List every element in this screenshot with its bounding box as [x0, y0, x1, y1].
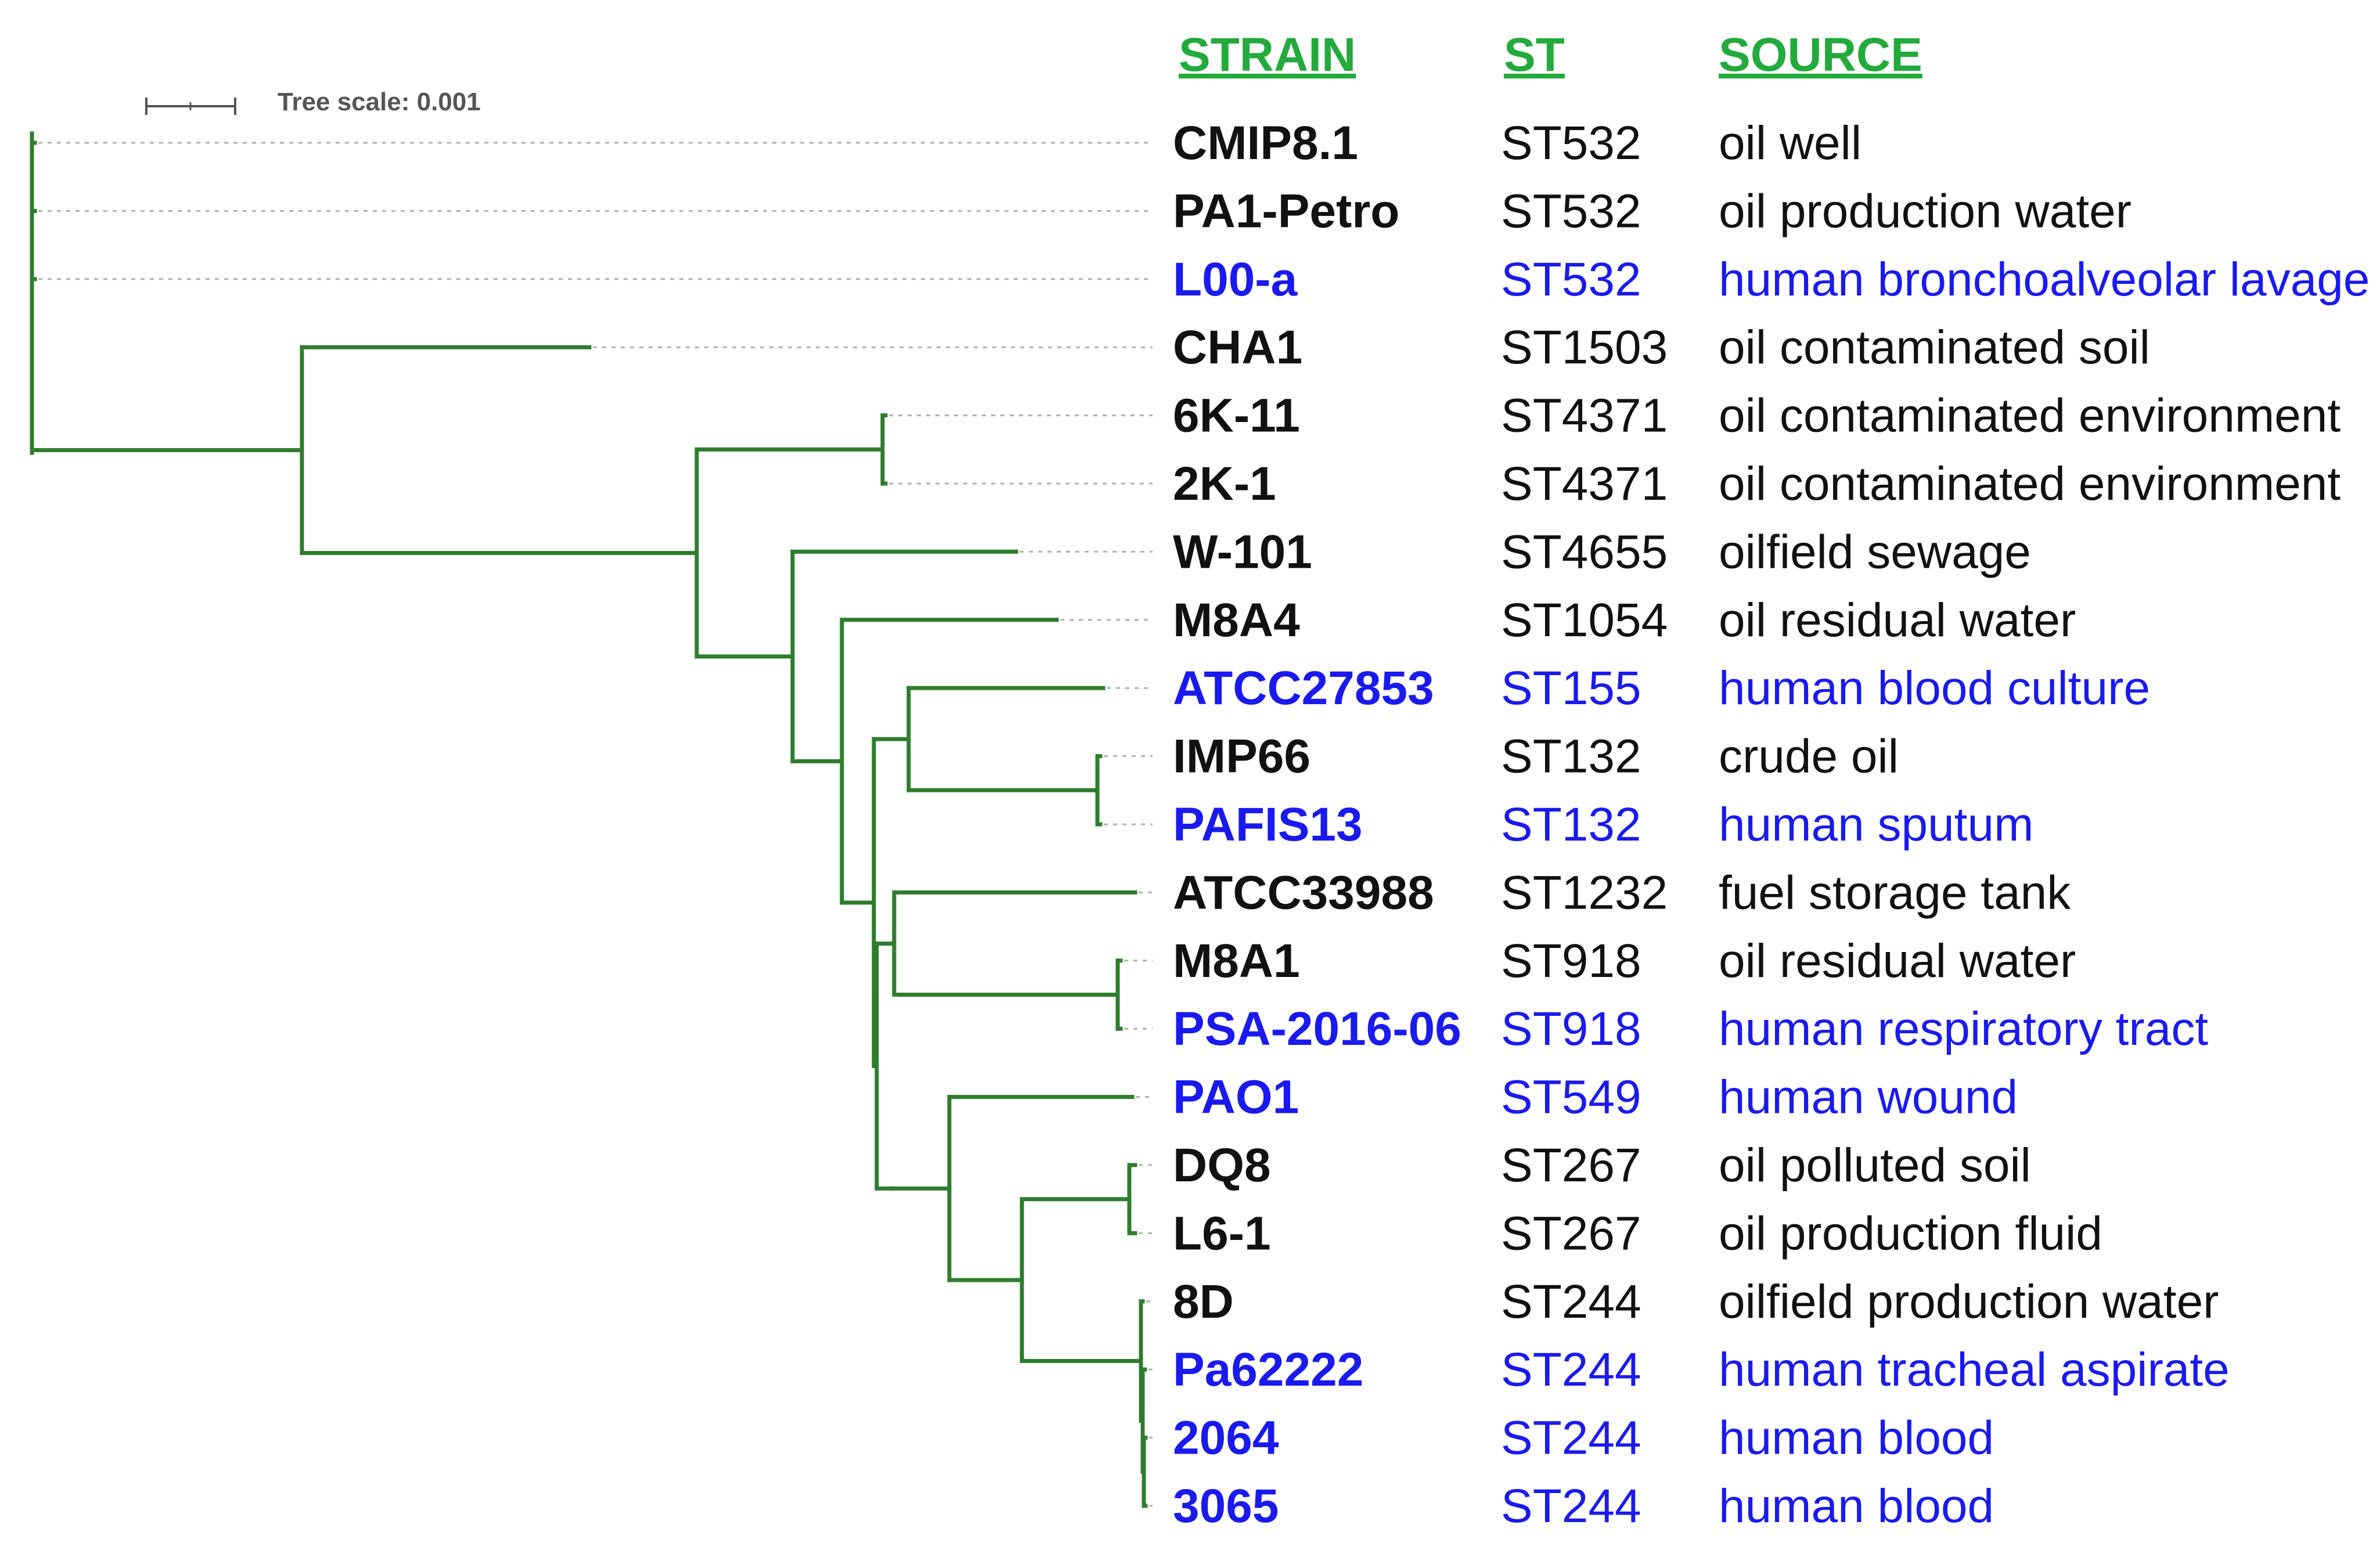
table-row: ATCC27853 ST155 human blood culture: [1173, 662, 2150, 715]
sequence-type: ST549: [1501, 1071, 1641, 1124]
table-row: Pa62222 ST244 human tracheal aspirate: [1173, 1343, 2230, 1396]
table-row: 6K-11 ST4371 oil contaminated environment: [1173, 390, 2341, 442]
sequence-type: ST267: [1501, 1207, 1641, 1260]
sequence-type: ST267: [1501, 1139, 1641, 1192]
sequence-type: ST1503: [1501, 321, 1668, 374]
strain-name: L6-1: [1173, 1207, 1271, 1260]
strain-name: M8A1: [1173, 935, 1300, 987]
isolation-source: oilfield production water: [1719, 1275, 2219, 1328]
table-row: ATCC33988 ST1232 fuel storage tank: [1173, 866, 2071, 919]
strain-name: W-101: [1173, 525, 1312, 578]
strain-name: PAO1: [1173, 1071, 1299, 1124]
sequence-type: ST132: [1501, 730, 1641, 783]
sequence-type: ST155: [1501, 662, 1641, 715]
table-row: 2K-1 ST4371 oil contaminated environment: [1173, 457, 2341, 510]
strain-name: ATCC27853: [1173, 662, 1434, 715]
strain-table: CMIP8.1 ST532 oil well PA1-Petro ST532 oil pr…: [1173, 117, 2370, 1533]
table-row: L6-1 ST267 oil production fluid: [1173, 1207, 2102, 1260]
isolation-source: oil contaminated environment: [1719, 457, 2341, 510]
sequence-type: ST532: [1501, 185, 1641, 237]
table-row: PAO1 ST549 human wound: [1173, 1071, 2018, 1124]
sequence-type: ST918: [1501, 935, 1641, 987]
isolation-source: human blood: [1719, 1412, 1994, 1465]
header-st: ST: [1504, 28, 1565, 81]
sequence-type: ST244: [1501, 1480, 1641, 1533]
strain-name: M8A4: [1173, 594, 1300, 647]
strain-name: 3065: [1173, 1480, 1279, 1533]
isolation-source: crude oil: [1719, 730, 1899, 783]
table-row: 2064 ST244 human blood: [1173, 1412, 1994, 1465]
sequence-type: ST4371: [1501, 457, 1668, 510]
isolation-source: oil residual water: [1719, 594, 2076, 647]
strain-name: 2064: [1173, 1412, 1279, 1465]
strain-name: L00-a: [1173, 253, 1298, 306]
table-row: PA1-Petro ST532 oil production water: [1173, 185, 2131, 237]
tree-branches: [30, 131, 1148, 1508]
table-row: CMIP8.1 ST532 oil well: [1173, 117, 1861, 170]
tree-scale-label: Tree scale: 0.001: [278, 88, 481, 116]
strain-name: 6K-11: [1173, 390, 1300, 442]
isolation-source: human respiratory tract: [1719, 1003, 2208, 1055]
table-row: DQ8 ST267 oil polluted soil: [1173, 1139, 2031, 1192]
sequence-type: ST1054: [1501, 594, 1668, 647]
strain-name: DQ8: [1173, 1139, 1271, 1192]
isolation-source: human blood culture: [1719, 662, 2150, 715]
table-row: PAFIS13 ST132 human sputum: [1173, 798, 2033, 851]
isolation-source: oil well: [1719, 117, 1861, 170]
isolation-source: human blood: [1719, 1480, 1994, 1533]
table-row: CHA1 ST1503 oil contaminated soil: [1173, 321, 2150, 374]
strain-name: IMP66: [1173, 730, 1310, 783]
sequence-type: ST532: [1501, 253, 1641, 306]
sequence-type: ST244: [1501, 1343, 1641, 1396]
table-row: L00-a ST532 human bronchoalveolar lavage: [1173, 253, 2370, 306]
isolation-source: fuel storage tank: [1719, 866, 2071, 919]
isolation-source: human bronchoalveolar lavage: [1719, 253, 2370, 306]
table-row: IMP66 ST132 crude oil: [1173, 730, 1899, 783]
sequence-type: ST1232: [1501, 866, 1668, 919]
strain-name: Pa62222: [1173, 1343, 1363, 1396]
strain-name: CHA1: [1173, 321, 1302, 374]
leader-lines: [38, 142, 1153, 1507]
isolation-source: human tracheal aspirate: [1719, 1343, 2230, 1396]
table-row: PSA-2016-06 ST918 human respiratory tract: [1173, 1003, 2208, 1055]
isolation-source: oilfield sewage: [1719, 525, 2031, 578]
strain-name: PA1-Petro: [1173, 185, 1399, 237]
table-row: M8A1 ST918 oil residual water: [1173, 935, 2076, 987]
sequence-type: ST918: [1501, 1003, 1641, 1055]
isolation-source: oil polluted soil: [1719, 1139, 2031, 1192]
tree-scale: Tree scale: 0.001: [145, 88, 481, 116]
strain-name: ATCC33988: [1173, 866, 1434, 919]
isolation-source: oil production fluid: [1719, 1207, 2102, 1260]
isolation-source: oil production water: [1719, 185, 2131, 237]
sequence-type: ST4371: [1501, 390, 1668, 442]
strain-name: 8D: [1173, 1275, 1234, 1328]
isolation-source: human sputum: [1719, 798, 2033, 851]
sequence-type: ST244: [1501, 1412, 1641, 1465]
header-strain: STRAIN: [1179, 28, 1356, 81]
table-row: 8D ST244 oilfield production water: [1173, 1275, 2219, 1328]
table-row: 3065 ST244 human blood: [1173, 1480, 1994, 1533]
strain-name: 2K-1: [1173, 457, 1276, 510]
strain-name: PSA-2016-06: [1173, 1003, 1461, 1055]
table-row: M8A4 ST1054 oil residual water: [1173, 594, 2076, 647]
isolation-source: oil residual water: [1719, 935, 2076, 987]
sequence-type: ST4655: [1501, 525, 1668, 578]
table-row: W-101 ST4655 oilfield sewage: [1173, 525, 2031, 578]
header-source: SOURCE: [1719, 28, 1922, 81]
strain-name: PAFIS13: [1173, 798, 1363, 851]
sequence-type: ST244: [1501, 1275, 1641, 1328]
isolation-source: oil contaminated environment: [1719, 390, 2341, 442]
strain-name: CMIP8.1: [1173, 117, 1358, 170]
isolation-source: oil contaminated soil: [1719, 321, 2150, 374]
sequence-type: ST532: [1501, 117, 1641, 170]
sequence-type: ST132: [1501, 798, 1641, 851]
isolation-source: human wound: [1719, 1071, 2018, 1124]
